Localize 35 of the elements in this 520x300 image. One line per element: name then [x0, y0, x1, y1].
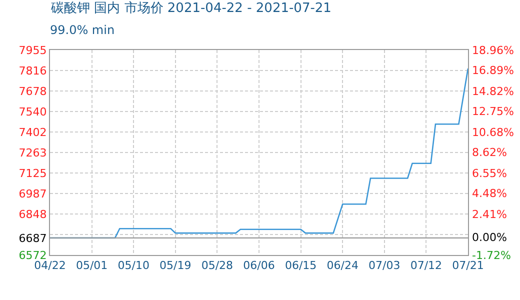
y2-tick-label: 10.68% — [472, 126, 514, 139]
y-tick-label: 7402 — [18, 126, 47, 139]
chart-title: 碳酸钾 国内 市场价 2021-04-22 - 2021-07-21 — [50, 1, 332, 16]
y2-tick-label: 4.48% — [472, 187, 507, 200]
y2-tick-label: 12.75% — [472, 105, 514, 118]
y-tick-label: 7678 — [18, 84, 47, 98]
y2-tick-label: -1.72% — [472, 249, 511, 262]
y-tick-label: 7125 — [18, 166, 47, 180]
chart-subtitle: 99.0% min — [50, 23, 115, 37]
x-tick-label: 06/24 — [326, 259, 358, 272]
y-tick-label: 6572 — [18, 248, 47, 262]
x-tick-label: 05/28 — [201, 259, 234, 272]
y2-tick-label: 6.55% — [472, 167, 507, 180]
y2-tick-label: 8.62% — [472, 146, 507, 159]
y-tick-label: 6848 — [18, 208, 47, 221]
y2-tick-label: 16.89% — [472, 64, 514, 77]
x-tick-label: 04/22 — [34, 259, 66, 272]
x-tick-label: 07/03 — [368, 259, 400, 272]
y-tick-label: 6687 — [18, 232, 47, 245]
y2-tick-label: 2.41% — [472, 208, 507, 221]
y-tick-label: 7816 — [18, 64, 47, 78]
x-tick-label: 05/19 — [160, 259, 192, 272]
x-tick-label: 06/15 — [284, 259, 317, 272]
x-tick-label: 05/10 — [118, 259, 150, 272]
y2-tick-label: 18.96% — [472, 44, 514, 57]
y2-tick-label: 14.82% — [472, 85, 514, 98]
x-tick-label: 07/21 — [452, 259, 484, 272]
y-tick-label: 7263 — [18, 146, 47, 160]
y-tick-label: 6987 — [18, 187, 47, 200]
y-tick-label: 7540 — [18, 105, 47, 118]
x-tick-label: 06/06 — [243, 259, 275, 272]
y2-tick-label: 0.00% — [472, 231, 507, 244]
x-tick-label: 07/12 — [410, 259, 442, 272]
x-tick-label: 05/01 — [76, 259, 108, 272]
y-tick-label: 7955 — [18, 44, 47, 57]
